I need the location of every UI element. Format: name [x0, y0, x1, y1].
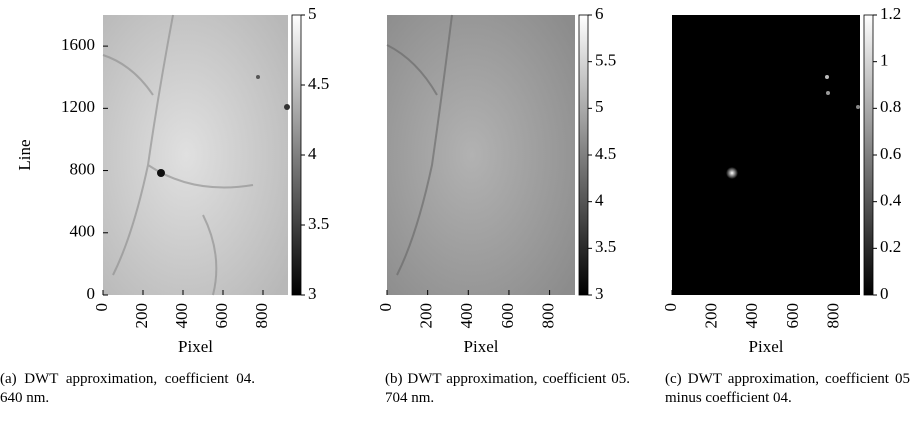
caption: (c) DWT approximation, coefficient 05 mi…: [665, 371, 910, 406]
colorbar-tick-label: 5: [595, 97, 604, 116]
image-texture: [102, 14, 290, 296]
x-tick-label: 0: [92, 303, 111, 312]
caption: (a) DWT approximation, coefficient 04. 6…: [0, 371, 255, 406]
texture: [826, 91, 830, 95]
x-tick-label: 200: [417, 303, 436, 329]
x-axis-label: Pixel: [749, 337, 784, 356]
image: [103, 15, 288, 295]
texture: [256, 75, 260, 79]
colorbar-tick-label: 1.2: [880, 4, 901, 23]
x-tick-label: 200: [132, 303, 151, 329]
image: [672, 15, 860, 295]
image-texture: [386, 14, 453, 276]
y-tick-label: 1200: [61, 97, 95, 116]
texture: [386, 14, 453, 276]
image: [387, 15, 575, 295]
texture: [825, 75, 829, 79]
colorbar-tick-label: 3: [595, 284, 604, 303]
colorbar-tick-label: 3: [308, 284, 317, 303]
colorbar: [291, 14, 302, 296]
colorbar-tick-label: 0.6: [880, 144, 901, 163]
y-tick-label: 1600: [61, 35, 95, 54]
colorbar-tick-label: 1: [880, 51, 889, 70]
image-texture: [726, 75, 860, 179]
colorbar-tick-label: 3.5: [308, 214, 329, 233]
x-tick-label: 600: [498, 303, 517, 329]
x-tick-label: 800: [539, 303, 558, 329]
x-tick-label: 200: [702, 303, 721, 329]
x-axis-label: Pixel: [178, 337, 213, 356]
colorbar: [863, 14, 874, 296]
texture: [726, 167, 738, 179]
figure-graphics: 0 200 400 600 80004008001200160033.544.55Pix…: [15, 4, 902, 356]
colorbar-tick-label: 5.5: [595, 51, 616, 70]
x-tick-label: 0: [376, 303, 395, 312]
texture: [157, 169, 165, 177]
y-axis-label: Line: [15, 139, 34, 170]
colorbar-tick-label: 4.5: [595, 144, 616, 163]
colorbar-tick-label: 0.2: [880, 237, 901, 256]
x-tick-label: 400: [742, 303, 761, 329]
colorbar-tick-label: 3.5: [595, 237, 616, 256]
x-tick-label: 600: [783, 303, 802, 329]
colorbar-tick-label: 0: [880, 284, 889, 303]
caption: (b) DWT approximation, coefficient 05. 7…: [385, 371, 630, 406]
x-tick-label: 800: [824, 303, 843, 329]
x-tick-label: 400: [457, 303, 476, 329]
x-tick-label: 600: [212, 303, 231, 329]
colorbar-tick-label: 6: [595, 4, 604, 23]
y-tick-label: 0: [87, 284, 96, 303]
x-tick-label: 400: [172, 303, 191, 329]
texture: [102, 14, 254, 296]
x-tick-label: 0: [661, 303, 680, 312]
x-tick-label: 800: [252, 303, 271, 329]
colorbar-tick-label: 5: [308, 4, 317, 23]
colorbar-tick-label: 0.8: [880, 97, 901, 116]
colorbar-tick-label: 0.4: [880, 191, 902, 210]
texture: [856, 105, 860, 109]
y-tick-label: 400: [70, 222, 96, 241]
x-axis-label: Pixel: [464, 337, 499, 356]
colorbar: [578, 14, 589, 296]
texture: [284, 104, 290, 110]
colorbar-tick-label: 4.5: [308, 74, 329, 93]
colorbar-tick-label: 4: [308, 144, 317, 163]
y-tick-label: 800: [70, 159, 96, 178]
colorbar-tick-label: 4: [595, 191, 604, 210]
